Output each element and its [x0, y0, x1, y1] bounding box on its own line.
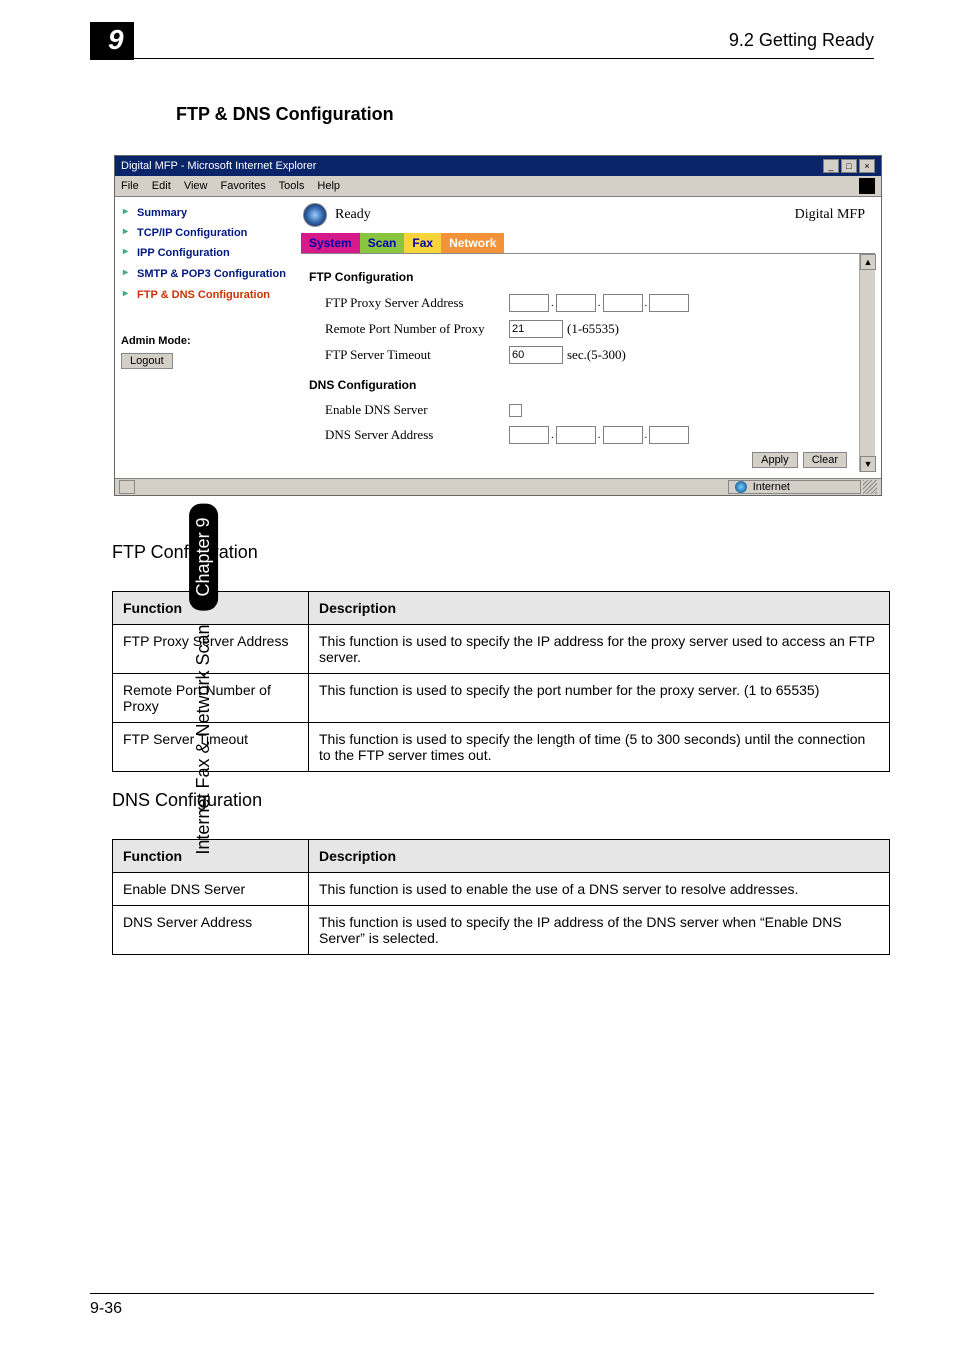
security-zone: Internet — [728, 480, 861, 494]
cell-description: This function is used to specify the por… — [309, 674, 890, 723]
content-pane: Ready Digital MFP System Scan Fax Networ… — [297, 197, 881, 478]
cell-description: This function is used to specify the IP … — [309, 906, 890, 955]
apply-button[interactable]: Apply — [752, 452, 798, 468]
side-chapter-pill: Chapter 9 — [189, 503, 218, 610]
dns-address-field[interactable]: . . . — [509, 426, 689, 444]
dns-ip-octet-1[interactable] — [509, 426, 549, 444]
ftp-config-table: Function Description FTP Proxy Server Ad… — [112, 591, 890, 772]
scroll-up-icon[interactable]: ▲ — [860, 254, 876, 270]
menu-file[interactable]: File — [121, 180, 139, 192]
side-book-title: Internet Fax & Network Scan — [193, 624, 214, 854]
header-section-ref: 9.2 Getting Ready — [729, 30, 874, 51]
tab-scan[interactable]: Scan — [360, 233, 405, 253]
sidebar-item-ftp-dns[interactable]: FTP & DNS Configuration — [121, 285, 289, 305]
menu-tools[interactable]: Tools — [279, 180, 305, 192]
scroll-down-icon[interactable]: ▼ — [860, 456, 876, 472]
resize-grip-icon[interactable] — [863, 480, 877, 494]
page-number: 9-36 — [90, 1300, 122, 1317]
menu-help[interactable]: Help — [317, 180, 340, 192]
page-footer: 9-36 — [90, 1293, 874, 1318]
col-description: Description — [309, 840, 890, 873]
side-tab: Internet Fax & Network Scan Chapter 9 — [189, 503, 218, 854]
ip-octet-2[interactable] — [556, 294, 596, 312]
sidebar-item-ipp[interactable]: IPP Configuration — [121, 243, 289, 263]
browser-menubar: File Edit View Favorites Tools Help — [115, 176, 881, 197]
cell-function: DNS Server Address — [113, 906, 309, 955]
dns-ip-octet-2[interactable] — [556, 426, 596, 444]
minimize-icon[interactable]: _ — [823, 159, 839, 173]
close-icon[interactable]: × — [859, 159, 875, 173]
ftp-timeout-input[interactable] — [509, 346, 563, 364]
logout-button[interactable]: Logout — [121, 353, 173, 369]
remote-port-range: (1-65535) — [567, 321, 619, 337]
dns-config-table: Function Description Enable DNS Server T… — [112, 839, 890, 955]
zone-globe-icon — [735, 481, 747, 493]
dns-ip-octet-3[interactable] — [603, 426, 643, 444]
table-row: DNS Server Address This function is used… — [113, 906, 890, 955]
ftp-timeout-label: FTP Server Timeout — [309, 347, 509, 363]
chapter-tab: 9 — [90, 22, 134, 60]
ftp-config-heading: FTP Configuration — [309, 270, 867, 284]
remote-port-label: Remote Port Number of Proxy — [309, 321, 509, 337]
sidebar: Summary TCP/IP Configuration IPP Configu… — [115, 197, 297, 478]
device-name: Digital MFP — [795, 207, 865, 223]
table-row: FTP Server Timeout This function is used… — [113, 723, 890, 772]
status-doc-icon — [119, 480, 135, 494]
tab-bar: System Scan Fax Network — [301, 233, 875, 254]
browser-window: Digital MFP - Microsoft Internet Explore… — [114, 155, 882, 496]
dns-address-label: DNS Server Address — [309, 427, 509, 443]
ftp-proxy-address-field[interactable]: . . . — [509, 294, 689, 312]
status-ready: Ready — [335, 207, 371, 223]
tab-system[interactable]: System — [301, 233, 360, 253]
ip-octet-1[interactable] — [509, 294, 549, 312]
ip-octet-3[interactable] — [603, 294, 643, 312]
menu-edit[interactable]: Edit — [152, 180, 171, 192]
remote-port-input[interactable] — [509, 320, 563, 338]
section-title: FTP & DNS Configuration — [176, 104, 890, 125]
cell-description: This function is used to enable the use … — [309, 873, 890, 906]
sidebar-item-tcpip[interactable]: TCP/IP Configuration — [121, 223, 289, 243]
globe-icon — [303, 203, 327, 227]
enable-dns-label: Enable DNS Server — [309, 402, 509, 418]
header-rule — [90, 58, 874, 59]
scrollbar[interactable]: ▲ ▼ — [859, 254, 875, 472]
enable-dns-checkbox[interactable] — [509, 404, 522, 417]
col-description: Description — [309, 592, 890, 625]
cell-description: This function is used to specify the len… — [309, 723, 890, 772]
clear-button[interactable]: Clear — [803, 452, 847, 468]
statusbar: Internet — [115, 478, 881, 495]
sidebar-item-smtp-pop3[interactable]: SMTP & POP3 Configuration — [121, 263, 289, 285]
tab-fax[interactable]: Fax — [404, 233, 441, 253]
sidebar-item-summary[interactable]: Summary — [121, 203, 289, 223]
cell-function: Enable DNS Server — [113, 873, 309, 906]
table-row: Remote Port Number of Proxy This functio… — [113, 674, 890, 723]
ftp-subheading: FTP Configuration — [112, 542, 890, 563]
window-titlebar: Digital MFP - Microsoft Internet Explore… — [115, 156, 881, 176]
ie-logo-icon — [859, 178, 875, 194]
menu-view[interactable]: View — [184, 180, 208, 192]
admin-mode-label: Admin Mode: — [121, 335, 289, 347]
table-row: FTP Proxy Server Address This function i… — [113, 625, 890, 674]
ftp-proxy-label: FTP Proxy Server Address — [309, 295, 509, 311]
window-title: Digital MFP - Microsoft Internet Explore… — [121, 160, 316, 172]
dns-ip-octet-4[interactable] — [649, 426, 689, 444]
table-row: Enable DNS Server This function is used … — [113, 873, 890, 906]
ip-octet-4[interactable] — [649, 294, 689, 312]
cell-description: This function is used to specify the IP … — [309, 625, 890, 674]
dns-config-heading: DNS Configuration — [309, 378, 867, 392]
ftp-timeout-range: sec.(5-300) — [567, 347, 626, 363]
zone-label: Internet — [753, 481, 790, 493]
maximize-icon[interactable]: □ — [841, 159, 857, 173]
dns-subheading: DNS Configuration — [112, 790, 890, 811]
menu-favorites[interactable]: Favorites — [221, 180, 266, 192]
tab-network[interactable]: Network — [441, 233, 504, 253]
